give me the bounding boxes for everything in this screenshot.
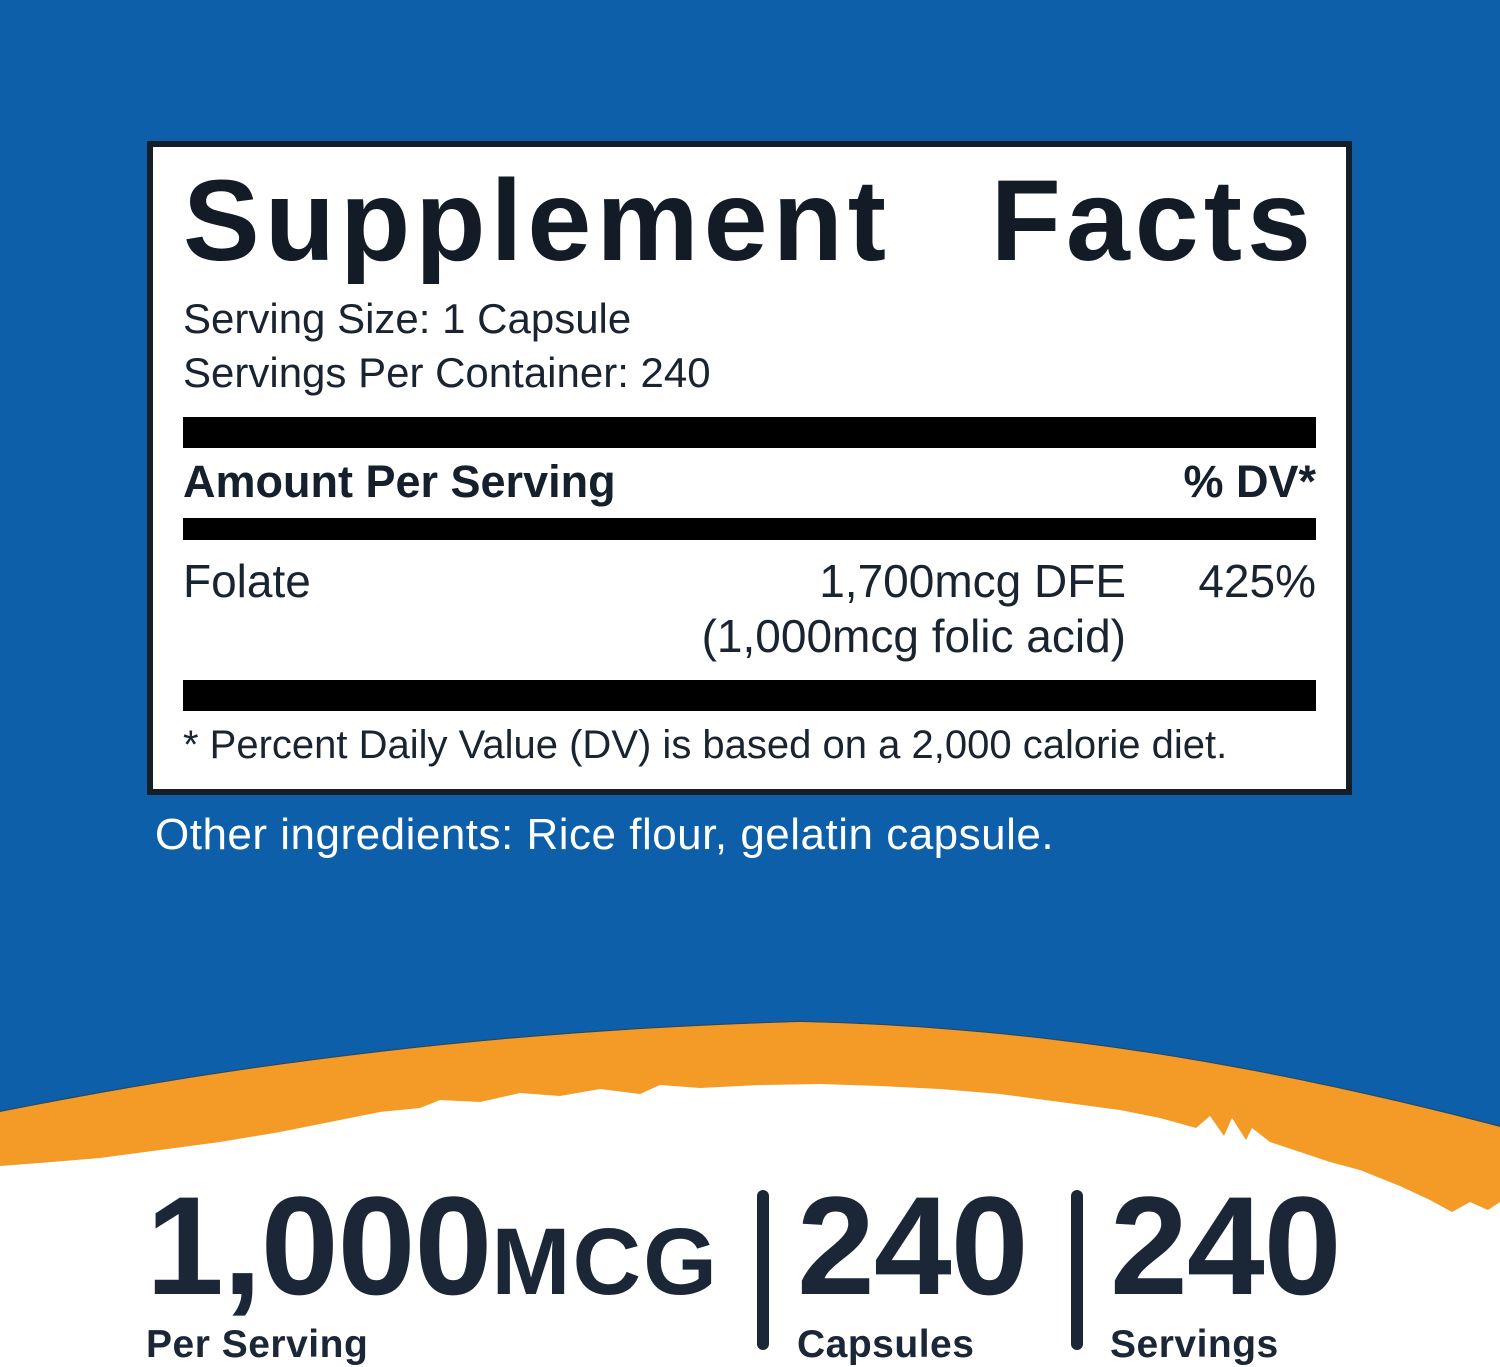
stat-divider [1071, 1190, 1083, 1350]
servings-per-container-text: Servings Per Container: 240 [183, 349, 711, 397]
table-row-folate: Folate 1,700mcg DFE (1,000mcg folic acid… [183, 540, 1316, 680]
stat-servings-label: Servings [1110, 1323, 1279, 1366]
stat-capsules-label: Capsules [797, 1323, 975, 1366]
nutrient-amount-main: 1,700mcg DFE [819, 554, 1126, 607]
stats-strip: 1,000 MCG Per Serving 240 Capsules 240 Se… [0, 1176, 1500, 1367]
stat-per-serving: 1,000 MCG Per Serving [146, 1176, 719, 1367]
panel-title: Supplement Facts [183, 161, 1316, 282]
stat-per-serving-number: 1,000 MCG [146, 1176, 719, 1316]
serving-size-text: Serving Size: 1 Capsule [183, 294, 632, 342]
divider-bar-middle [183, 517, 1316, 540]
stat-capsules: 240 Capsules [797, 1167, 1029, 1367]
panel-title-word-supplement: Supplement [183, 157, 892, 285]
nutrient-name: Folate [183, 554, 311, 607]
supplement-facts-panel: Supplement Facts Serving Size: 1 Capsule… [147, 141, 1352, 795]
divider-bar-bottom [183, 680, 1316, 712]
swoosh-orange-brush [0, 1022, 1500, 1212]
stat-per-serving-value: 1,000 [146, 1167, 492, 1324]
percent-dv-header: % DV* [1183, 455, 1316, 507]
stat-capsules-number: 240 [797, 1167, 1029, 1324]
amount-per-serving-header: Amount Per Serving [183, 455, 616, 507]
stat-per-serving-unit: MCG [491, 1209, 719, 1315]
stat-capsules-value: 240 [797, 1167, 1029, 1324]
divider-bar-top [183, 416, 1316, 448]
stat-per-serving-label: Per Serving [146, 1323, 369, 1366]
orange-swoosh-graphic [0, 990, 1500, 1212]
panel-title-word-facts: Facts [990, 157, 1316, 285]
stat-divider [757, 1190, 769, 1350]
nutrient-amount-cell: 1,700mcg DFE (1,000mcg folic acid) [183, 554, 1126, 664]
stat-servings: 240 Servings [1110, 1167, 1342, 1367]
nutrient-dv-value: 425% [1198, 554, 1316, 607]
nutrient-amount-note: (1,000mcg folic acid) [701, 610, 1126, 663]
swoosh-blue-area [0, 990, 1500, 1127]
dv-footnote: * Percent Daily Value (DV) is based on a… [183, 723, 1228, 768]
other-ingredients-text: Other ingredients: Rice flour, gelatin c… [155, 810, 1055, 859]
stat-servings-number: 240 [1110, 1167, 1342, 1324]
table-header-row: Amount Per Serving % DV* [183, 448, 1316, 518]
stat-servings-value: 240 [1110, 1167, 1342, 1324]
